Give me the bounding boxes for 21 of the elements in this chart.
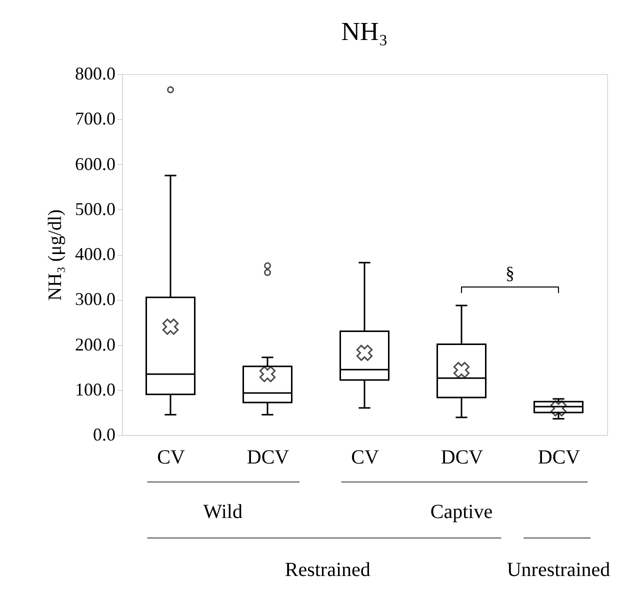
y-tick-label: 700.0 (75, 108, 116, 129)
text: Captive (430, 501, 493, 523)
x-tick-label: DCV (440, 446, 484, 468)
y-tick-label: 500.0 (75, 198, 116, 219)
x-tick-label: DCV (538, 446, 581, 468)
y-tick-label: 200.0 (75, 334, 116, 354)
y-tick-label: 0.0 (93, 424, 116, 444)
y-axis-title: NH₃ (μg/dl) (45, 209, 66, 301)
y-tick-label: 300.0 (75, 289, 116, 310)
annotation: § (506, 262, 514, 283)
chart-title: NH₃ (341, 17, 388, 46)
text: Wild (203, 501, 242, 523)
y-tick-label: 600.0 (75, 154, 116, 174)
y-tick-label: 400.0 (75, 244, 116, 264)
x-tick-label: CV (351, 446, 380, 468)
y-tick-label: 100.0 (75, 379, 116, 400)
text: Restrained (284, 559, 370, 581)
y-tick-label: 800.0 (75, 64, 116, 84)
x-tick-label: CV (157, 446, 186, 468)
text: Unrestrained (506, 559, 610, 581)
x-tick-label: DCV (246, 446, 290, 468)
